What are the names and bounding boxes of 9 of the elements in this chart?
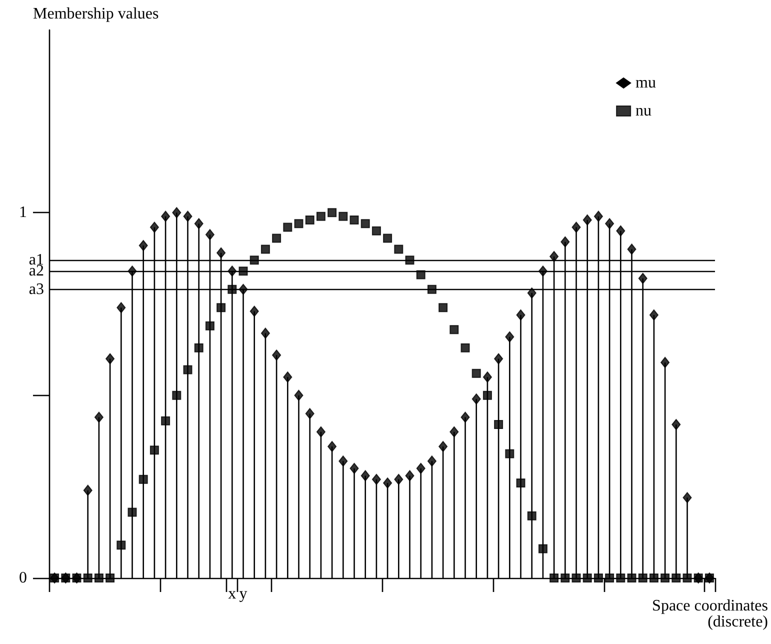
ref-line-label: a3: [28, 280, 44, 298]
y-tick-label: 1: [19, 204, 27, 222]
legend-label: mu: [636, 74, 656, 92]
y-axis-title: Membership values: [33, 6, 159, 22]
y-tick-label: 0: [19, 570, 27, 586]
legend-label: nu: [636, 102, 652, 120]
x-tick-label: x: [228, 586, 236, 602]
x-axis-title: Space coordinates (discrete): [652, 598, 768, 630]
x-tick-label: y: [239, 586, 248, 602]
